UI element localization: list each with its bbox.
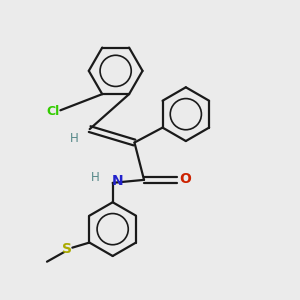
- Text: N: N: [112, 174, 124, 188]
- Text: S: S: [62, 242, 72, 256]
- Text: H: H: [91, 171, 100, 184]
- Text: H: H: [70, 132, 79, 145]
- Text: Cl: Cl: [46, 105, 60, 118]
- Text: O: O: [179, 172, 191, 186]
